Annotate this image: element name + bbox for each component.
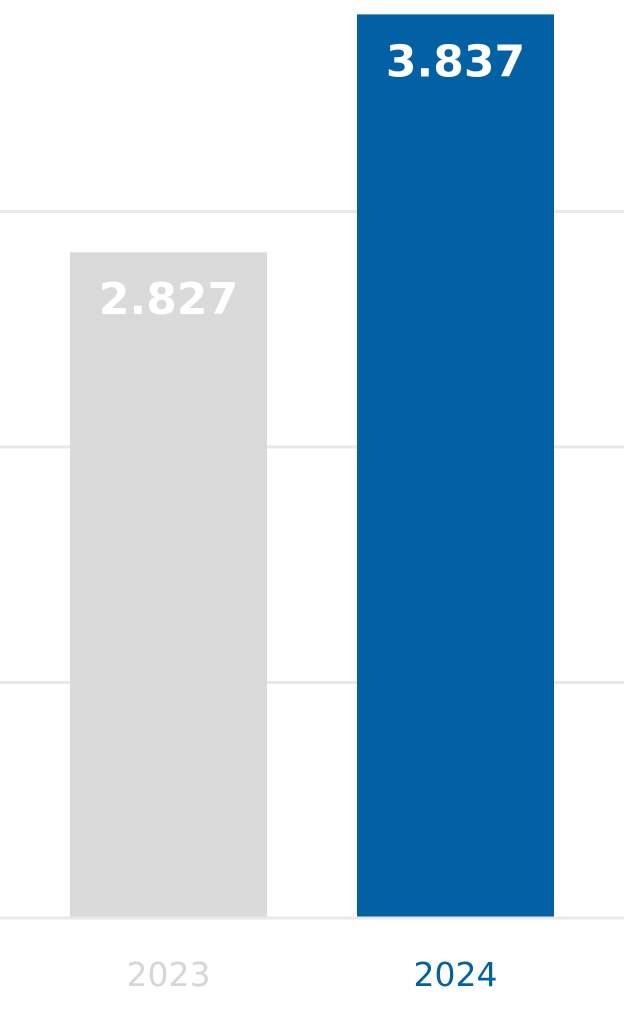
bar-2024 [357, 14, 554, 919]
bar-2023 [70, 252, 267, 918]
bars [70, 14, 554, 919]
category-label-2024: 2024 [414, 955, 498, 994]
value-label-2023: 2.827 [99, 274, 238, 325]
category-label-2023: 2023 [127, 955, 211, 994]
value-label-2024: 3.837 [386, 36, 525, 87]
